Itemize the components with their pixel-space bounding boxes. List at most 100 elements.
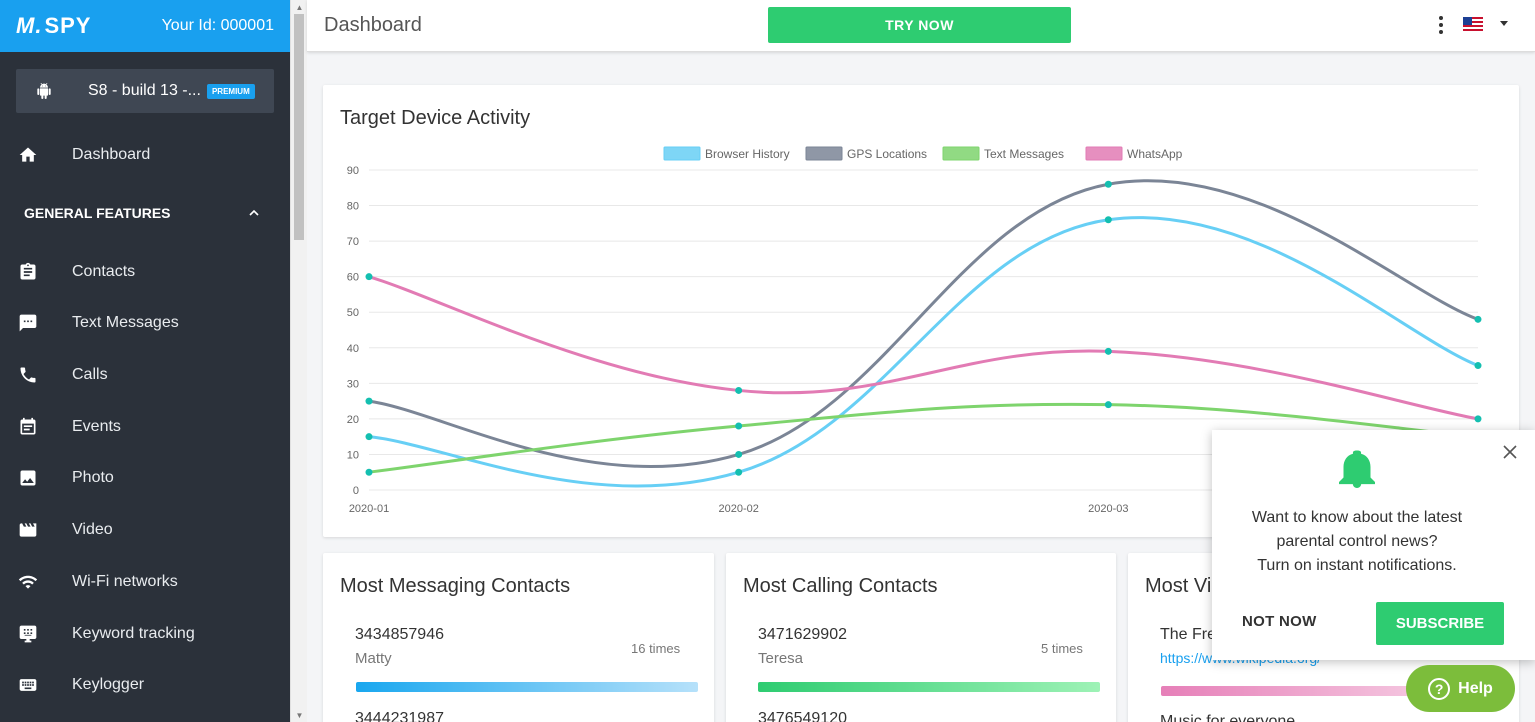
sidebar-item-photo[interactable]: Photo [0, 458, 290, 498]
sidebar-item-label: Events [72, 418, 121, 435]
popup-line: Turn on instant notifications. [1257, 557, 1457, 574]
contact-phone: 3471629902 [758, 626, 847, 643]
site-title: The Fre [1160, 626, 1217, 643]
android-icon [37, 83, 51, 99]
series-line-browser-history [368, 216, 1479, 488]
more-options-icon[interactable] [1435, 14, 1447, 36]
data-point [735, 422, 743, 430]
sidebar-item-label: Photo [72, 469, 114, 486]
series-line-whatsapp [368, 275, 1479, 421]
premium-badge: PREMIUM [206, 83, 255, 99]
contact-activity-bar [758, 682, 1100, 692]
wifi-icon [18, 575, 38, 589]
data-point [1104, 216, 1112, 224]
legend-swatch [1085, 146, 1123, 161]
messaging-contacts-card: Most Messaging Contacts 3434857946 Matty… [323, 553, 714, 722]
legend-label: WhatsApp [1127, 147, 1183, 161]
data-point [365, 397, 373, 405]
sidebar: M. SPY Your Id: 000001 S8 - build 13 -..… [0, 0, 290, 722]
photo-icon [20, 470, 36, 486]
data-point [1104, 180, 1112, 188]
legend-label: GPS Locations [847, 147, 927, 161]
data-point [365, 273, 373, 281]
legend-label: Browser History [705, 147, 790, 161]
y-tick-label: 30 [347, 378, 359, 390]
close-icon[interactable] [1502, 444, 1518, 460]
data-point [1474, 362, 1482, 370]
legend-label: Text Messages [984, 147, 1064, 161]
language-dropdown-icon[interactable] [1500, 21, 1508, 26]
contact-count: 16 times [631, 641, 681, 656]
data-point [735, 468, 743, 476]
y-tick-label: 90 [347, 165, 359, 177]
app-logo[interactable]: M. SPY [16, 13, 91, 39]
section-general-features[interactable]: GENERAL FEATURES [0, 198, 290, 228]
sidebar-header: M. SPY Your Id: 000001 [0, 0, 290, 52]
sidebar-item-label: Dashboard [72, 146, 151, 163]
device-name: S8 - build 13 -... [88, 82, 201, 99]
sidebar-item-wifi[interactable]: Wi-Fi networks [0, 562, 290, 602]
x-tick-label: 2020-02 [718, 503, 758, 515]
sidebar-item-calls[interactable]: Calls [0, 355, 290, 395]
home-icon [19, 147, 37, 162]
popup-line: Want to know about the latest [1251, 509, 1463, 526]
sidebar-item-label: Keyword tracking [72, 625, 195, 642]
sidebar-item-dashboard[interactable]: Dashboard [0, 135, 290, 175]
sidebar-item-label: Keylogger [72, 676, 145, 693]
help-button[interactable]: ? Help [1406, 665, 1515, 712]
legend-swatch [663, 146, 701, 161]
data-point [1474, 415, 1482, 423]
help-label: Help [1458, 679, 1493, 697]
sidebar-scrollbar[interactable]: ▲ ▼ [290, 0, 307, 722]
data-point [365, 433, 373, 441]
calling-card-title: Most Calling Contacts [743, 575, 938, 597]
popup-message: Want to know about the latest parental c… [1212, 506, 1502, 578]
keyword-icon [19, 625, 37, 643]
sidebar-item-events[interactable]: Events [0, 407, 290, 447]
contact-name: Matty [355, 650, 392, 667]
clipboard-icon [20, 262, 36, 280]
contact-phone: 3476549120 [758, 710, 847, 722]
sidebar-item-label: Calls [72, 366, 108, 383]
chart-title: Target Device Activity [340, 107, 531, 129]
scroll-up-arrow-icon[interactable]: ▲ [295, 2, 304, 12]
site-activity-bar [1161, 686, 1411, 696]
us-flag-icon[interactable] [1463, 17, 1483, 31]
calling-contacts-card: Most Calling Contacts 3471629902 Teresa … [726, 553, 1116, 722]
sidebar-item-label: Text Messages [72, 314, 179, 331]
sidebar-item-label: Video [72, 521, 113, 538]
series-line-gps-locations [368, 179, 1479, 469]
site-title: Music for everyone [1160, 713, 1296, 722]
x-tick-label: 2020-03 [1088, 503, 1128, 515]
visited-card-title: Most Vi [1145, 575, 1212, 597]
logo-mark: M. [16, 13, 43, 38]
legend-swatch [805, 146, 843, 161]
user-id: Your Id: 000001 [161, 17, 274, 34]
not-now-button[interactable]: NOT NOW [1242, 613, 1317, 630]
contact-name: Teresa [758, 650, 804, 667]
y-tick-label: 70 [347, 236, 359, 248]
scroll-thumb[interactable] [294, 14, 304, 240]
data-point [1104, 401, 1112, 409]
subscribe-button[interactable]: SUBSCRIBE [1376, 602, 1504, 645]
messaging-card-title: Most Messaging Contacts [340, 575, 571, 597]
page-title: Dashboard [324, 14, 422, 36]
sidebar-item-video[interactable]: Video [0, 510, 290, 550]
y-tick-label: 60 [347, 272, 359, 284]
sidebar-item-keylogger[interactable]: Keylogger [0, 665, 290, 705]
try-now-button[interactable]: TRY NOW [768, 7, 1071, 43]
logo-text: SPY [44, 13, 92, 38]
phone-icon [20, 367, 36, 383]
sidebar-item-label: Wi-Fi networks [72, 573, 178, 590]
data-point [735, 450, 743, 458]
y-tick-label: 50 [347, 307, 359, 319]
series-line-text-messages [368, 402, 1479, 474]
device-selector[interactable]: S8 - build 13 -... PREMIUM [16, 69, 274, 113]
y-tick-label: 20 [347, 414, 359, 426]
sidebar-item-keyword-tracking[interactable]: Keyword tracking [0, 614, 290, 654]
sidebar-item-text-messages[interactable]: Text Messages [0, 303, 290, 343]
scroll-down-arrow-icon[interactable]: ▼ [295, 710, 304, 720]
y-tick-label: 40 [347, 343, 359, 355]
contact-phone: 3434857946 [355, 626, 444, 643]
sidebar-item-contacts[interactable]: Contacts [0, 252, 290, 292]
